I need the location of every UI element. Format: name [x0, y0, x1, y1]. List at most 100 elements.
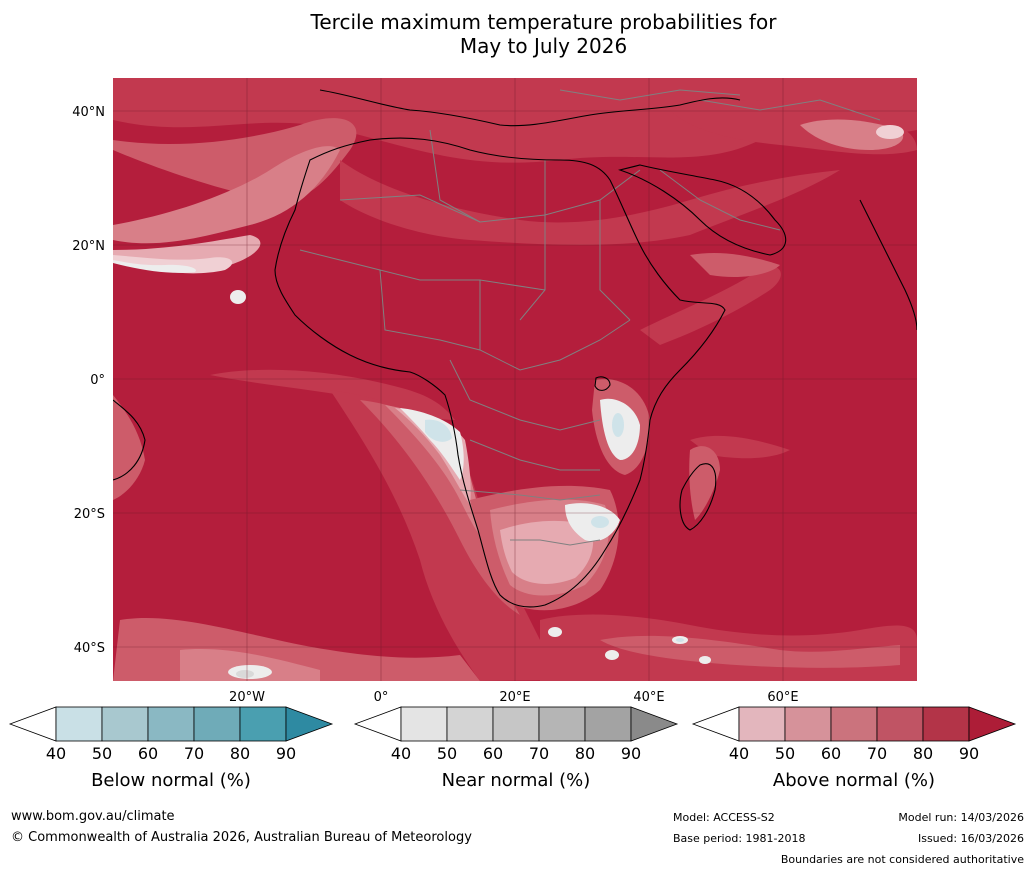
colorbar-segment: [55, 706, 103, 742]
field-above-70-south-indian: [600, 635, 900, 668]
field-above-60-iran: [800, 119, 904, 150]
south-america-coastline: [113, 399, 146, 481]
footer-disclaimer: Boundaries are not considered authoritat…: [780, 853, 1024, 866]
lake-victoria: [594, 376, 611, 391]
arabia-coastline: [618, 164, 787, 256]
field-near-40-sw-coast: [400, 408, 464, 480]
field-near-50-south-atlantic: [236, 670, 254, 678]
country-boundaries: [299, 89, 881, 546]
map-title-line1: Tercile maximum temperature probabilitie…: [310, 10, 777, 34]
colorbar-tick-label: 50: [437, 744, 457, 763]
colorbar-2: 40 50 60 70 80 90 Above normal (%): [691, 706, 1017, 791]
field-near-40-south-dot2: [605, 650, 619, 660]
colorbar-segment: [101, 706, 149, 742]
field-near-40-dot: [230, 290, 246, 304]
colorbar-tick-label: 70: [184, 744, 204, 763]
field-above-80-indian-ocean: [690, 435, 790, 459]
colorbar-segment: [876, 706, 924, 742]
lon-label-0: 0°: [374, 690, 389, 705]
colorbar-segment: [239, 706, 287, 742]
field-above-40-atlantic: [113, 255, 233, 274]
colorbar-title: Below normal (%): [91, 770, 251, 791]
colorbar-tick-label: 50: [775, 744, 795, 763]
lat-label-20n: 20°N: [72, 239, 105, 254]
colorbar-segment: [784, 706, 832, 742]
colorbar-segment: [446, 706, 494, 742]
colorbar-segment: [492, 706, 540, 742]
colorbar-tick-label: 40: [391, 744, 411, 763]
map-title: Tercile maximum temperature probabilitie…: [0, 10, 1035, 58]
field-above-70-sw-coast: [360, 400, 520, 615]
field-above-60-atlantic: [113, 146, 340, 244]
longitude-labels: 20°W 0° 20°E 40°E 60°E: [229, 690, 799, 705]
map-title-line2: May to July 2026: [459, 34, 628, 58]
field-above-40-iran: [876, 125, 904, 139]
field-below-40-angola: [425, 419, 452, 442]
coastlines: [113, 89, 917, 608]
colorbar-tick-label: 80: [230, 744, 250, 763]
lon-label-40e: 40°E: [633, 690, 664, 705]
latitude-labels: 40°N 20°N 0° 20°S 40°S: [72, 105, 105, 656]
colorbar-1: 40 50 60 70 80 90 Near normal (%): [353, 706, 679, 791]
colorbar-tick-label: 70: [867, 744, 887, 763]
field-near-40-south-dot4: [699, 656, 711, 664]
lat-label-40s: 40°S: [74, 641, 105, 656]
colorbar-segment: [193, 706, 241, 742]
footer-copyright: © Commonwealth of Australia 2026, Austra…: [11, 830, 472, 845]
colorbar-segment: [738, 706, 786, 742]
field-near-40-south-dot1: [548, 627, 562, 637]
field-above-80-sw-coast: [330, 390, 560, 681]
africa-coastline: [274, 137, 726, 608]
field-above-70-madagascar: [689, 446, 720, 520]
colorbar-extend-high: [968, 706, 1017, 742]
colorbar-tick-label: 60: [821, 744, 841, 763]
colorbar-title: Above normal (%): [773, 770, 935, 791]
field-above-70-arabia: [690, 253, 780, 277]
colorbar-tick-label: 80: [575, 744, 595, 763]
colorbar-extend-low: [8, 706, 57, 742]
footer-model: Model: ACCESS-S2: [673, 811, 775, 824]
colorbar-extend-low: [691, 706, 740, 742]
colorbar-tick-label: 60: [483, 744, 503, 763]
colorbar-tick-label: 40: [729, 744, 749, 763]
colorbar-0: 40 50 60 70 80 90 Below normal (%): [8, 706, 334, 791]
lat-label-40n: 40°N: [72, 105, 105, 120]
field-below-40-mozambique: [591, 516, 609, 528]
field-above-80-sahara: [340, 160, 840, 245]
madagascar-coastline: [679, 463, 717, 531]
india-coastline: [859, 199, 917, 331]
colorbars: 40 50 60 70 80 90 Below normal (%) 40 50 60 70 80 90…: [8, 706, 1017, 791]
lat-label-20s: 20°S: [74, 507, 105, 522]
colorbar-segment: [538, 706, 586, 742]
field-above-80-horn: [640, 266, 781, 345]
colorbar-extend-low: [353, 706, 402, 742]
colorbar-segment: [922, 706, 970, 742]
colorbar-tick-label: 60: [138, 744, 158, 763]
colorbar-segment: [147, 706, 195, 742]
field-near-40-atlantic: [113, 260, 196, 273]
field-above-70-west-edge: [113, 395, 145, 500]
colorbar-tick-label: 50: [92, 744, 112, 763]
footer-base-period: Base period: 1981-2018: [673, 832, 806, 845]
graticule: [113, 78, 917, 681]
colorbar-tick-label: 90: [959, 744, 979, 763]
europe-coastline: [319, 89, 741, 127]
footer-issued: Issued: 16/03/2026: [917, 832, 1024, 845]
colorbar-tick-label: 70: [529, 744, 549, 763]
footer-website: www.bom.gov.au/climate: [11, 809, 175, 824]
colorbar-extend-high: [285, 706, 334, 742]
lon-label-20w: 20°W: [229, 690, 265, 705]
colorbar-extend-high: [630, 706, 679, 742]
lat-label-0: 0°: [90, 373, 105, 388]
field-below-40-east-africa: [612, 413, 624, 437]
colorbar-tick-label: 80: [913, 744, 933, 763]
colorbar-segment: [830, 706, 878, 742]
field-above-50-southern-africa: [500, 520, 594, 584]
colorbar-title: Near normal (%): [442, 770, 591, 791]
footer-model-run: Model run: 14/03/2026: [898, 811, 1024, 824]
colorbar-tick-label: 90: [276, 744, 296, 763]
lon-label-60e: 60°E: [767, 690, 798, 705]
colorbar-tick-label: 40: [46, 744, 66, 763]
map-field: [113, 78, 917, 681]
